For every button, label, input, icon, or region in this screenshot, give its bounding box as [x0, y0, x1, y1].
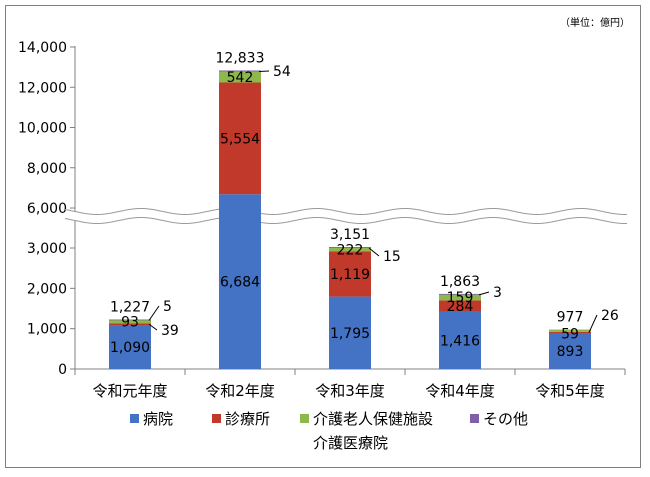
- leader-line: [148, 323, 158, 331]
- legend-swatch: [130, 414, 139, 423]
- leader-line: [588, 314, 598, 333]
- bar-segment: [439, 311, 481, 369]
- data-label: 1,795: [330, 326, 370, 342]
- axis-break-line: [64, 217, 627, 224]
- x-tick-label: 令和2年度: [205, 382, 275, 400]
- total-label: 977: [557, 310, 584, 326]
- bar-segment: [219, 71, 261, 83]
- total-label: 3,151: [330, 227, 370, 243]
- data-label: 159: [447, 290, 474, 306]
- bar-segment: [329, 251, 371, 297]
- data-label: 54: [273, 64, 291, 80]
- data-label: 59: [561, 327, 579, 343]
- y-tick-label: 12,000: [18, 80, 67, 96]
- data-label: 5,554: [220, 131, 260, 147]
- leader-line: [478, 291, 490, 296]
- bar-segment: [549, 329, 591, 332]
- data-label: 6,684: [220, 275, 260, 291]
- leader-line: [368, 247, 380, 257]
- bar-segment: [439, 293, 481, 295]
- y-tick-label: 2,000: [27, 281, 67, 297]
- data-label: 1,119: [330, 267, 370, 283]
- data-label: 5: [163, 299, 172, 315]
- leader-line: [148, 305, 160, 321]
- bar-segment: [219, 194, 261, 369]
- axes: 0 1,000 2,000 3,000 6,000 8,000 10,000 12,000 14…: [18, 40, 627, 400]
- y-tick-label: 6,000: [27, 201, 67, 217]
- legend-label: 診療所: [225, 410, 270, 428]
- data-label: 15: [383, 249, 401, 265]
- total-label: 1,863: [440, 274, 480, 290]
- bar-segment: [219, 70, 261, 72]
- data-label: 39: [161, 323, 179, 339]
- y-tick-label: 10,000: [18, 121, 67, 137]
- axis-break-line: [64, 208, 627, 215]
- total-label: 1,227: [110, 300, 150, 316]
- data-label: 1,416: [440, 333, 480, 349]
- bar-segment: [439, 294, 481, 301]
- x-tick-label: 令和3年度: [315, 382, 385, 400]
- data-label: 26: [601, 308, 619, 324]
- legend-label: 病院: [143, 410, 173, 428]
- x-tick-label: 令和元年度: [92, 382, 167, 400]
- legend-swatch: [300, 414, 309, 423]
- legend-label: 介護老人保健施設: [313, 410, 433, 428]
- legend-swatch: [470, 414, 479, 423]
- bar-segment: [219, 82, 261, 195]
- bar-segment: [109, 319, 151, 321]
- bar-segment: [329, 296, 371, 369]
- y-tick-label: 1,000: [27, 322, 67, 338]
- bar-segment: [329, 247, 371, 248]
- unit-label: （単位：億円）: [560, 18, 630, 29]
- y-tick-label: 8,000: [27, 161, 67, 177]
- bar-segment: [109, 319, 151, 324]
- chart-frame: [5, 5, 641, 468]
- legend-label: 介護医療院: [313, 434, 388, 452]
- legend-label: その他: [483, 410, 528, 428]
- bar-segment: [549, 332, 591, 369]
- y-tick-label: 3,000: [27, 241, 67, 257]
- data-label: 542: [227, 70, 254, 86]
- y-tick-label: 14,000: [18, 40, 67, 56]
- axis-break-band: [64, 208, 627, 224]
- data-label: 1,090: [110, 340, 150, 356]
- data-labels: 1,090 39 93 5 1,227 6,684 5,554 542 54 12,833 1,79…: [110, 50, 619, 360]
- data-label: 93: [121, 315, 139, 331]
- data-label: 222: [337, 242, 364, 258]
- bar-segment: [109, 323, 151, 326]
- x-tick-label: 令和4年度: [425, 382, 495, 400]
- bar-segment: [109, 325, 151, 369]
- bar-segment: [549, 331, 591, 333]
- x-tick-label: 令和5年度: [535, 382, 605, 400]
- legend-swatch: [212, 414, 221, 423]
- data-label: 284: [447, 299, 474, 315]
- data-label: 3: [493, 285, 502, 301]
- bars: [109, 70, 591, 369]
- total-label: 12,833: [216, 50, 265, 66]
- data-label: 893: [557, 344, 584, 360]
- bar-segment: [329, 247, 371, 252]
- bar-segment: [439, 300, 481, 312]
- y-tick-label: 0: [58, 362, 67, 378]
